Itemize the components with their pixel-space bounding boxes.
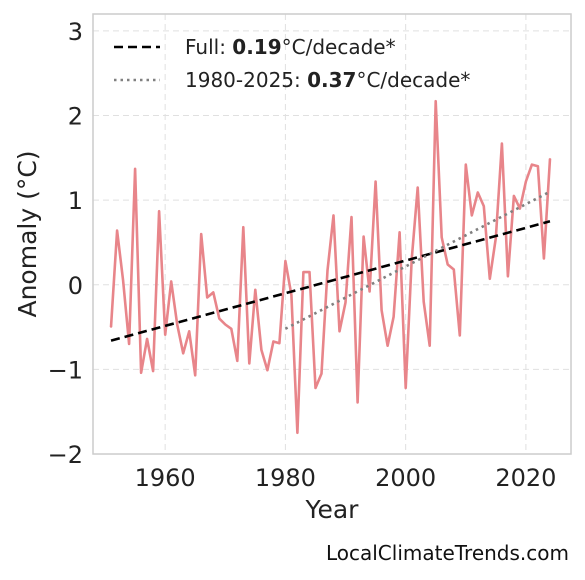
data-point	[446, 263, 449, 266]
x-tick-label: 1960	[135, 464, 196, 492]
data-point	[284, 260, 287, 262]
data-point	[290, 294, 293, 296]
y-tick-label: 3	[68, 18, 83, 46]
data-point	[495, 237, 497, 240]
trend-line-full	[110, 220, 551, 342]
data-point	[513, 195, 515, 197]
data-point	[170, 280, 172, 283]
series-anomaly-line	[109, 99, 552, 435]
data-point	[543, 257, 545, 260]
data-point	[525, 180, 527, 183]
data-point	[338, 330, 341, 333]
data-point	[332, 214, 335, 217]
data-point	[314, 387, 317, 389]
y-tick-label: −2	[48, 441, 83, 469]
data-point	[140, 371, 142, 374]
data-point	[218, 317, 221, 320]
trend-line-recent	[284, 190, 551, 330]
data-point	[519, 207, 521, 210]
x-axis-label: Year	[305, 495, 360, 524]
axes-frame	[92, 13, 572, 455]
source-watermark: LocalClimateTrends.com	[326, 541, 569, 565]
data-point	[116, 229, 118, 232]
data-point	[356, 401, 359, 404]
data-point	[230, 327, 233, 330]
data-point	[182, 352, 184, 355]
data-point	[350, 216, 353, 218]
y-tick-label: −1	[48, 356, 83, 384]
data-point	[320, 372, 323, 375]
y-tick-label: 1	[68, 187, 83, 215]
data-point	[110, 326, 112, 328]
data-point	[176, 323, 178, 326]
data-point	[326, 269, 329, 272]
data-point	[266, 369, 269, 372]
data-point	[362, 235, 365, 238]
data-point	[380, 309, 383, 311]
data-point	[386, 344, 389, 347]
data-point	[254, 289, 257, 291]
data-point	[428, 344, 431, 347]
data-point	[236, 360, 239, 362]
data-point	[188, 330, 191, 333]
data-point	[422, 300, 425, 303]
data-point	[134, 168, 136, 170]
legend-label-full: Full: 0.19°C/decade*	[185, 35, 396, 59]
y-tick-labels: −2 −1 0 1 2 3	[48, 18, 83, 469]
data-point	[308, 271, 311, 273]
data-point	[489, 278, 491, 280]
data-point	[212, 291, 215, 294]
data-point	[158, 210, 160, 212]
data-point	[200, 233, 203, 235]
x-tick-label: 2000	[375, 464, 436, 492]
data-point	[531, 163, 533, 166]
data-point	[404, 387, 407, 389]
series-group	[109, 99, 552, 435]
data-point	[278, 342, 281, 344]
data-point	[146, 338, 148, 340]
y-tick-label: 2	[68, 103, 83, 131]
x-tick-label: 2020	[495, 464, 556, 492]
data-point	[122, 279, 124, 282]
data-point	[549, 157, 551, 160]
data-point	[344, 301, 347, 304]
data-point	[152, 370, 154, 372]
data-point	[537, 165, 539, 168]
data-point	[296, 432, 299, 434]
data-point	[464, 163, 467, 166]
data-point	[416, 186, 419, 189]
legend: Full: 0.19°C/decade* 1980-2025: 0.37°C/d…	[114, 35, 470, 92]
data-point	[206, 296, 209, 299]
grid	[93, 14, 571, 455]
data-point	[477, 191, 479, 194]
data-point	[272, 340, 275, 343]
data-point	[194, 374, 197, 377]
data-point	[458, 334, 461, 337]
y-tick-label: 0	[68, 272, 83, 300]
x-tick-labels: 1960 1980 2000 2020	[135, 464, 557, 492]
x-tick-label: 1980	[255, 464, 316, 492]
data-point	[224, 323, 227, 326]
data-point	[483, 205, 485, 207]
data-point	[501, 142, 503, 145]
data-point	[260, 349, 263, 351]
data-point	[302, 271, 305, 273]
data-point	[248, 362, 251, 365]
data-point	[242, 226, 245, 229]
data-point	[368, 290, 371, 293]
data-point	[434, 100, 437, 102]
data-point	[128, 343, 130, 345]
data-point	[392, 316, 395, 318]
data-point	[374, 180, 377, 183]
data-point	[470, 214, 473, 217]
data-point	[452, 268, 455, 271]
data-point	[398, 231, 401, 234]
data-point	[507, 275, 509, 278]
data-point	[440, 236, 443, 239]
data-point	[164, 333, 166, 336]
legend-label-recent: 1980-2025: 0.37°C/decade*	[185, 68, 470, 92]
y-axis-label: Anomaly (°C)	[13, 150, 42, 317]
